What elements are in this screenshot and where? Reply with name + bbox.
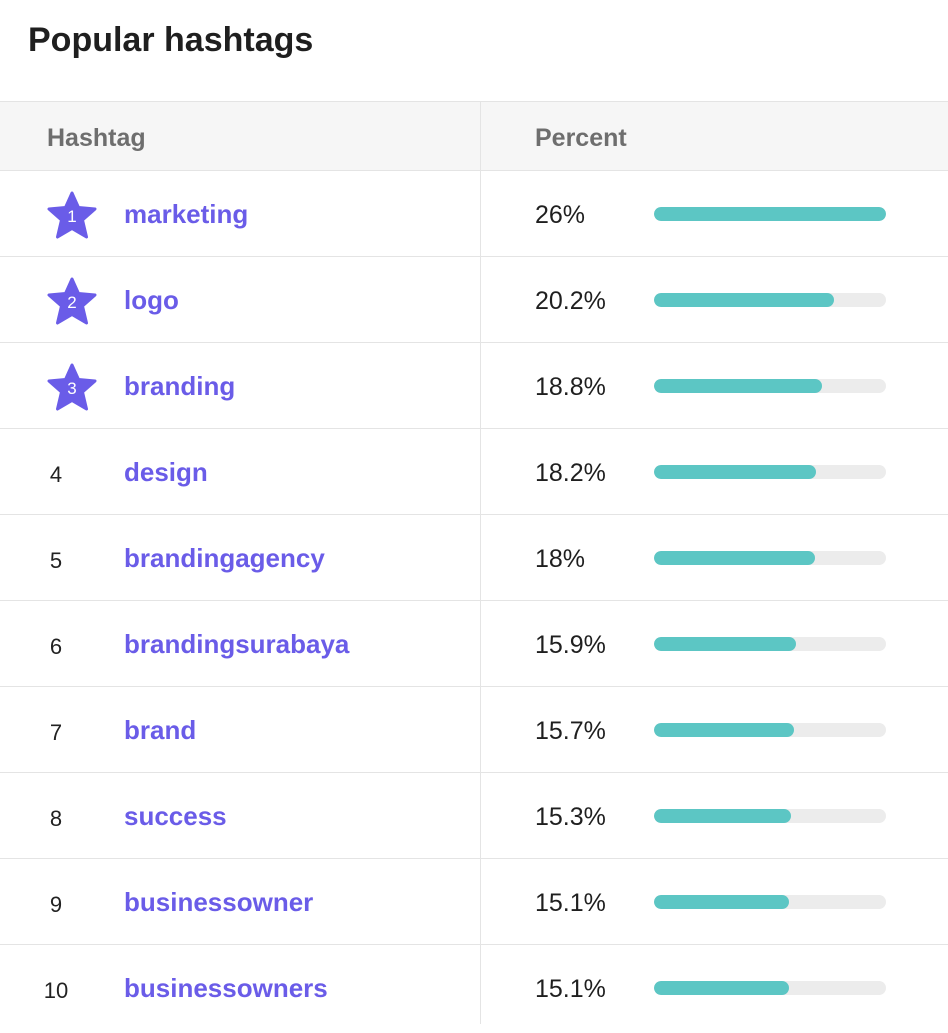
rank-number: 6 (49, 634, 63, 659)
percent-bar-track (654, 895, 886, 909)
star-icon (47, 191, 97, 239)
percent-value: 18.2% (535, 459, 606, 487)
percent-bar-track (654, 809, 886, 823)
table-row: 2 logo 20.2% (0, 257, 948, 343)
table-row: 9 businessowner 15.1% (0, 859, 948, 945)
rank-indicator: 8 (44, 793, 100, 843)
rank-number: 4 (49, 462, 63, 487)
percent-bar-track (654, 465, 886, 479)
hashtag-link[interactable]: brand (124, 715, 197, 745)
rank-indicator: 3 (44, 363, 100, 413)
percent-bar-fill (654, 293, 835, 307)
percent-bar-fill (654, 895, 789, 909)
star-icon (47, 363, 97, 411)
table-header: Hashtag Percent (0, 101, 948, 171)
hashtag-link[interactable]: marketing (124, 199, 249, 229)
rank-indicator: 6 (44, 621, 100, 671)
hashtag-link[interactable]: brandingagency (124, 543, 325, 573)
percent-bar-track (654, 293, 886, 307)
rank-number: 10 (43, 978, 69, 1003)
percent-bar-fill (654, 379, 822, 393)
percent-value: 15.1% (535, 889, 606, 917)
percent-bar-track (654, 637, 886, 651)
table-row: 4 design 18.2% (0, 429, 948, 515)
hashtag-link[interactable]: businessowner (124, 887, 314, 917)
rank-number: 2 (67, 293, 77, 312)
percent-value: 18.8% (535, 373, 606, 401)
rank-indicator: 5 (44, 535, 100, 585)
percent-bar-track (654, 551, 886, 565)
percent-bar-fill (654, 551, 815, 565)
percent-bar-track (654, 981, 886, 995)
table-row: 1 marketing 26% (0, 171, 948, 257)
rank-indicator: 10 (44, 965, 100, 1015)
percent-bar-track (654, 207, 886, 221)
percent-value: 15.3% (535, 803, 606, 831)
rank-number: 8 (49, 806, 63, 831)
column-header-hashtag[interactable]: Hashtag (47, 124, 146, 152)
percent-bar-track (654, 379, 886, 393)
hashtag-link[interactable]: success (124, 801, 227, 831)
percent-bar-fill (654, 465, 817, 479)
rank-number: 9 (49, 892, 63, 917)
percent-value: 20.2% (535, 287, 606, 315)
column-divider (480, 101, 481, 1024)
rank-number: 7 (49, 720, 63, 745)
hashtag-link[interactable]: businessowners (124, 973, 328, 1003)
table-row: 10 businessowners 15.1% (0, 945, 948, 1031)
table-row: 3 branding 18.8% (0, 343, 948, 429)
percent-bar-track (654, 723, 886, 737)
percent-bar-fill (654, 723, 795, 737)
percent-value: 15.7% (535, 717, 606, 745)
percent-value: 18% (535, 545, 586, 573)
hashtag-link[interactable]: design (124, 457, 208, 487)
rank-number: 3 (67, 379, 77, 398)
percent-bar-fill (654, 809, 791, 823)
column-header-percent[interactable]: Percent (535, 124, 627, 152)
rank-indicator: 4 (44, 449, 100, 499)
hashtag-link[interactable]: branding (124, 371, 236, 401)
table-body: 1 marketing 26% 2 logo 20.2% 3 branding 18.8% 4 de… (0, 171, 948, 1031)
hashtag-link[interactable]: brandingsurabaya (124, 629, 350, 659)
percent-value: 15.1% (535, 975, 606, 1003)
rank-indicator: 9 (44, 879, 100, 929)
percent-bar-fill (654, 981, 789, 995)
table-row: 6 brandingsurabaya 15.9% (0, 601, 948, 687)
hashtags-table: Hashtag Percent 1 marketing 26% 2 logo 20.2% 3… (0, 101, 948, 1024)
percent-bar-fill (654, 637, 796, 651)
rank-indicator: 7 (44, 707, 100, 757)
rank-indicator: 2 (44, 277, 100, 327)
rank-number: 5 (49, 548, 63, 573)
table-row: 8 success 15.3% (0, 773, 948, 859)
rank-number: 1 (67, 207, 77, 226)
rank-indicator: 1 (44, 191, 100, 241)
table-row: 5 brandingagency 18% (0, 515, 948, 601)
hashtag-link[interactable]: logo (124, 285, 179, 315)
star-icon (47, 277, 97, 325)
percent-value: 15.9% (535, 631, 606, 659)
table-row: 7 brand 15.7% (0, 687, 948, 773)
page-title: Popular hashtags (28, 21, 314, 59)
percent-value: 26% (535, 201, 586, 229)
percent-bar-fill (654, 207, 886, 221)
